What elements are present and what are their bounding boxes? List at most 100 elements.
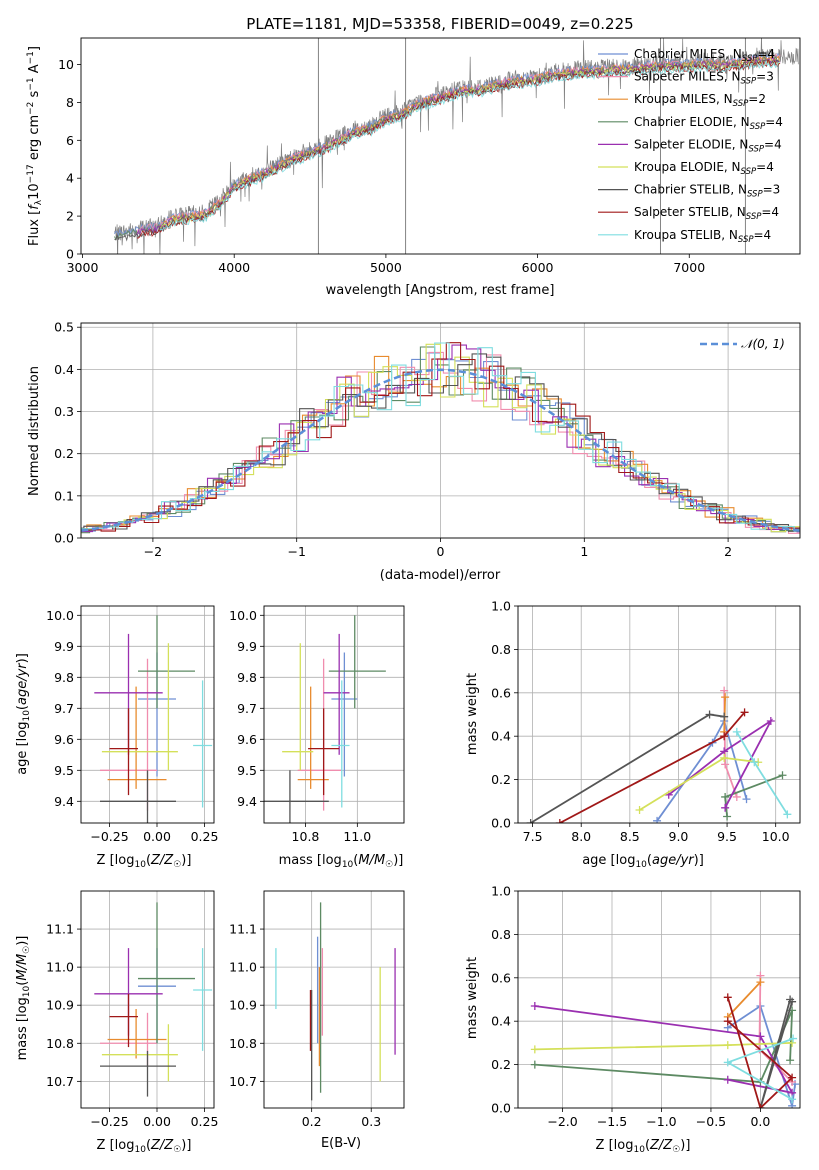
x-tick-label: 0.00: [143, 1114, 171, 1129]
legend-label-tail: =4: [754, 228, 772, 242]
y-tick-label: 0.2: [491, 772, 511, 787]
legend-label-tail: =4: [756, 160, 774, 174]
y-tick-label: 0.4: [491, 729, 511, 744]
weight-marker: [788, 1095, 797, 1104]
errorbar-point: [100, 770, 176, 823]
weight-marker: [732, 792, 741, 801]
y-tick-label: 0.0: [54, 531, 74, 546]
y-tick-label: 9.9: [237, 639, 257, 654]
axes-frame: [80, 890, 215, 1109]
z-mass-xlabel: Z [log10(Z/Z☉)]: [97, 1138, 192, 1155]
y-tick-label: 11.1: [229, 922, 257, 937]
z-age-panel: −0.25 0.00 0.25 9.4 9.5 9.6 9.7 9.8 9.9 10.0 age …: [15, 605, 218, 870]
z-weight-panel: −2.0 −1.5 −1.0 −0.5 0.0 0.0 0.2 0.4 0.6 0.8 1.0 ma…: [465, 884, 801, 1155]
y-tick-label: 10.8: [229, 1036, 257, 1051]
x-tick-label: 9.0: [669, 829, 689, 844]
y-tick-label: 0.4: [54, 362, 74, 377]
y-tick-label: 9.8: [237, 670, 257, 685]
x-tick-label: 6000: [522, 260, 554, 275]
legend-label-main: Salpeter STELIB, N: [634, 205, 746, 219]
y-tick-label: 9.4: [54, 794, 74, 809]
errorbar-point: [331, 680, 350, 808]
y-tick-label: 0.3: [54, 404, 74, 419]
legend-label-sub: SSP: [747, 190, 763, 200]
y-tick-label: 9.7: [237, 701, 257, 716]
y-tick-label: 11.0: [46, 960, 74, 975]
weight-marker: [783, 810, 792, 819]
legend-label-main: Salpeter ELODIE, N: [634, 137, 748, 151]
legend-label-main: Kroupa ELODIE, N: [634, 160, 741, 174]
y-tick-label: 0.5: [54, 320, 74, 335]
weight-marker: [720, 712, 729, 721]
weight-marker: [635, 805, 644, 814]
y-tick-label: 0.6: [491, 685, 511, 700]
weight-marker: [723, 1075, 732, 1084]
y-tick-label: 10: [58, 57, 74, 72]
weight-marker: [705, 710, 714, 719]
weight-marker: [721, 693, 730, 702]
weight-marker: [750, 758, 759, 767]
weight-marker: [721, 792, 730, 801]
weight-marker: [720, 753, 729, 762]
y-tick-label: 9.8: [54, 670, 74, 685]
errorbars: [94, 615, 213, 823]
x-tick-label: 0.0: [750, 1114, 770, 1129]
errorbar-point: [101, 643, 178, 771]
legend-label-sub: SSP: [746, 212, 762, 222]
y-tick-label: 0.6: [491, 970, 511, 985]
weight-marker: [756, 1104, 765, 1108]
legend-label-tail: =3: [756, 70, 774, 84]
residuals-legend: 𝒩(0, 1): [700, 337, 785, 351]
y-tick-label: 10.7: [46, 1074, 74, 1089]
y-tick-label: 2: [66, 209, 74, 224]
weight-marker: [530, 1060, 539, 1069]
spectrum-title: PLATE=1181, MJD=53358, FIBERID=0049, z=0…: [246, 15, 633, 33]
weight-marker: [653, 816, 662, 823]
errorbar-point: [323, 633, 350, 755]
x-tick-label: 0.2: [302, 1114, 322, 1129]
weight-marker: [756, 978, 765, 987]
weight-marker: [530, 1045, 539, 1054]
legend-label: Salpeter ELODIE, NSSP=4: [634, 137, 782, 154]
x-tick-label: 8.0: [571, 829, 591, 844]
legend-label-sub: SSP: [741, 77, 757, 87]
spectrum-model-line: [159, 57, 781, 229]
legend-label-tail: =4: [757, 47, 775, 61]
legend-normal-label: 𝒩(0, 1): [741, 337, 785, 351]
legend-label-tail: =4: [765, 115, 783, 129]
weight-lines: [526, 686, 792, 823]
residuals-plot: −2 −1 0 1 2 0.0 0.1 0.2 0.3 0.4 0.5: [54, 320, 801, 559]
weight-marker: [530, 1002, 539, 1011]
errorbar-point: [109, 708, 138, 796]
y-tick-label: 10.8: [46, 1036, 74, 1051]
y-tick-label: 0.4: [491, 1014, 511, 1029]
weight-marker: [742, 795, 751, 804]
y-tick-label: 9.9: [54, 639, 74, 654]
axes-frame: [263, 890, 405, 1109]
ebv-mass-panel: 0.2 0.3 10.7 10.8 10.9 11.0 11.1 E(B-V): [229, 890, 405, 1151]
legend-label-sub: SSP: [738, 235, 754, 245]
weight-marker: [788, 1073, 797, 1082]
errorbar-point: [193, 948, 213, 1051]
legend-label-main: Salpeter MILES, N: [634, 70, 741, 84]
errorbar-point: [100, 1050, 176, 1097]
y-tick-label: 9.6: [54, 732, 74, 747]
legend-label-main: Chabrier MILES, N: [634, 47, 742, 61]
weight-marker: [723, 1058, 732, 1067]
residuals-xlabel: (data-model)/error: [380, 568, 501, 583]
errorbars: [264, 615, 386, 823]
z-weight-plot: −2.0 −1.5 −1.0 −0.5 0.0 0.0 0.2 0.4 0.6 0.8 1.0: [491, 884, 801, 1129]
legend-label-tail: =2: [748, 92, 766, 106]
x-tick-label: −1.0: [646, 1114, 676, 1129]
x-tick-label: 3000: [67, 260, 99, 275]
weight-marker: [789, 1034, 798, 1043]
weight-marker: [723, 812, 732, 821]
errorbar-point: [138, 902, 195, 1044]
errorbar-point: [193, 680, 213, 808]
legend-label: Salpeter STELIB, NSSP=4: [634, 205, 779, 222]
mass-age-panel: 10.8 11.0 9.4 9.5 9.6 9.7 9.8 9.9 10.0 mass [log…: [229, 605, 405, 870]
x-tick-label: 9.5: [717, 829, 737, 844]
y-tick-label: 0: [66, 247, 74, 262]
legend-label-tail: =3: [763, 183, 781, 197]
spectrum-panel: PLATE=1181, MJD=53358, FIBERID=0049, z=0…: [26, 15, 801, 298]
